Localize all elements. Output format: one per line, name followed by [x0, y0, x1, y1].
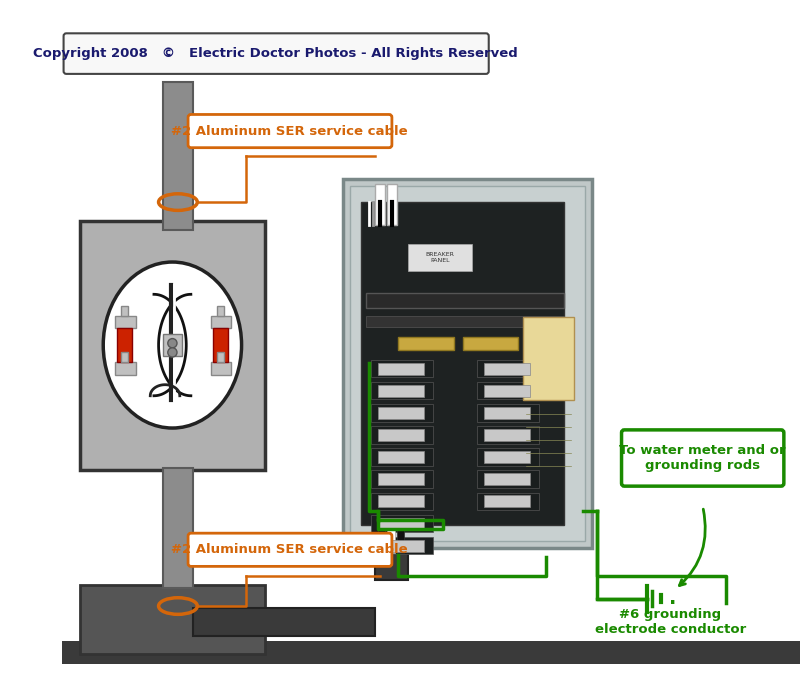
Bar: [484, 495, 530, 507]
Bar: [193, 608, 375, 636]
Text: #6 grounding
electrode conductor: #6 grounding electrode conductor: [594, 607, 746, 636]
Bar: [375, 184, 385, 225]
Bar: [484, 363, 530, 375]
Bar: [378, 363, 424, 375]
Text: #2 Aluminum SER service cable: #2 Aluminum SER service cable: [171, 124, 408, 138]
Circle shape: [168, 339, 177, 348]
Bar: [370, 426, 434, 444]
Bar: [463, 337, 518, 350]
Bar: [477, 471, 539, 488]
FancyBboxPatch shape: [188, 115, 392, 148]
Bar: [378, 451, 424, 463]
Bar: [398, 337, 454, 350]
Bar: [370, 515, 434, 532]
Bar: [375, 543, 407, 580]
Bar: [121, 352, 128, 361]
Bar: [370, 537, 434, 554]
Bar: [378, 540, 424, 551]
Bar: [370, 404, 434, 422]
Bar: [477, 448, 539, 466]
Bar: [211, 361, 231, 375]
Bar: [366, 316, 564, 327]
Bar: [477, 426, 539, 444]
Bar: [378, 525, 386, 553]
Circle shape: [168, 348, 177, 357]
Bar: [407, 244, 472, 272]
Bar: [62, 641, 799, 664]
FancyBboxPatch shape: [622, 430, 784, 486]
Text: Copyright 2008   ©   Electric Doctor Photos - All Rights Reserved: Copyright 2008 © Electric Doctor Photos …: [34, 47, 518, 60]
Bar: [163, 82, 193, 229]
Bar: [370, 382, 434, 399]
Bar: [378, 429, 424, 441]
Bar: [163, 468, 193, 587]
Bar: [370, 360, 434, 377]
Bar: [343, 179, 592, 548]
Bar: [217, 306, 224, 316]
FancyBboxPatch shape: [188, 533, 392, 567]
Text: To water meter and or
grounding rods: To water meter and or grounding rods: [619, 444, 786, 471]
Bar: [484, 473, 530, 485]
Text: .: .: [669, 589, 676, 608]
Bar: [484, 385, 530, 397]
Bar: [484, 407, 530, 419]
Bar: [350, 187, 585, 540]
Bar: [366, 294, 564, 308]
Text: BREAKER
PANEL: BREAKER PANEL: [426, 252, 454, 263]
Bar: [477, 404, 539, 422]
Bar: [378, 473, 424, 485]
Bar: [484, 451, 530, 463]
Bar: [115, 361, 135, 375]
Bar: [523, 317, 574, 400]
Bar: [121, 306, 128, 316]
Bar: [217, 352, 224, 361]
Bar: [370, 493, 434, 510]
Bar: [80, 220, 265, 470]
Bar: [370, 448, 434, 466]
Bar: [117, 328, 132, 361]
Bar: [115, 316, 135, 328]
Ellipse shape: [103, 262, 242, 428]
Bar: [370, 471, 434, 488]
Bar: [387, 184, 397, 225]
Bar: [378, 385, 424, 397]
Text: #2 Aluminum SER service cable: #2 Aluminum SER service cable: [171, 543, 408, 556]
Bar: [477, 382, 539, 399]
Bar: [80, 585, 265, 654]
Bar: [484, 429, 530, 441]
Bar: [163, 334, 182, 356]
Bar: [213, 328, 228, 361]
Bar: [387, 525, 394, 553]
Bar: [477, 360, 539, 377]
Bar: [477, 493, 539, 510]
Bar: [362, 202, 564, 525]
Bar: [397, 525, 404, 553]
Bar: [378, 518, 424, 529]
Bar: [378, 495, 424, 507]
Bar: [378, 407, 424, 419]
Bar: [211, 316, 231, 328]
FancyBboxPatch shape: [63, 33, 489, 74]
